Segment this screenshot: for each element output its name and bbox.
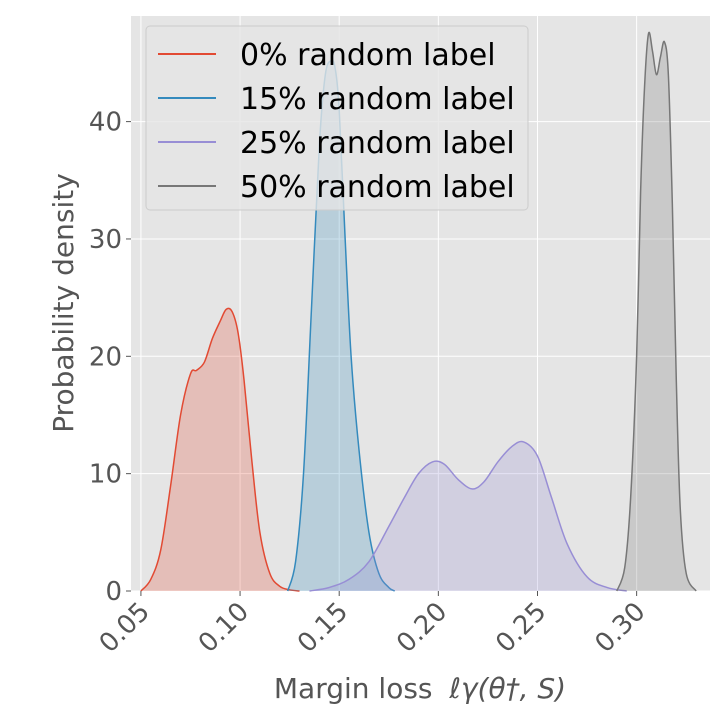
x-tick-label: 0.20 xyxy=(391,597,453,659)
series-area xyxy=(287,60,395,592)
y-tick-label: 0 xyxy=(105,577,122,607)
y-tick-label: 20 xyxy=(89,342,122,372)
legend-label: 25% random label xyxy=(240,126,515,161)
x-axis-label-math: ℓγ(θ†, S) xyxy=(448,672,566,705)
series-line xyxy=(309,440,627,592)
series-0 xyxy=(140,307,300,592)
legend-label: 50% random label xyxy=(240,170,515,205)
x-axis-label-text: Margin loss xyxy=(274,672,433,705)
legend-frame xyxy=(145,25,529,211)
x-tick-label: 0.10 xyxy=(193,597,255,659)
legend-label: 0% random label xyxy=(240,38,496,73)
series-line xyxy=(140,307,300,592)
series-2 xyxy=(309,440,627,592)
series-line xyxy=(616,31,697,592)
x-axis-ticks: 0.05 0.10 0.15 0.20 0.25 0.30 xyxy=(94,591,652,659)
legend-entry: 25% random label xyxy=(158,126,515,161)
legend-entry: 15% random label xyxy=(158,82,515,117)
y-tick-label: 10 xyxy=(89,460,122,490)
y-tick-label: 30 xyxy=(89,225,122,255)
x-axis-label: Margin loss ℓγ(θ†, S) xyxy=(274,672,566,705)
x-tick-label: 0.15 xyxy=(292,597,354,659)
series-area xyxy=(140,308,300,591)
y-axis-label: Probability density xyxy=(47,173,80,433)
x-tick-label: 0.05 xyxy=(94,597,156,659)
x-tick-label: 0.30 xyxy=(589,597,651,659)
series-3 xyxy=(616,31,697,592)
y-tick-label: 40 xyxy=(89,108,122,138)
x-tick-label: 0.25 xyxy=(490,597,552,659)
legend-label: 15% random label xyxy=(240,82,515,117)
y-axis-ticks: 0 10 20 30 40 xyxy=(89,108,131,607)
series-area xyxy=(616,32,697,592)
series-layer xyxy=(140,31,697,592)
series-area xyxy=(309,441,627,591)
legend: 0% random label 15% random label 25% rando… xyxy=(145,25,529,211)
legend-entry: 50% random label xyxy=(158,170,515,205)
legend-entry: 0% random label xyxy=(158,38,496,73)
